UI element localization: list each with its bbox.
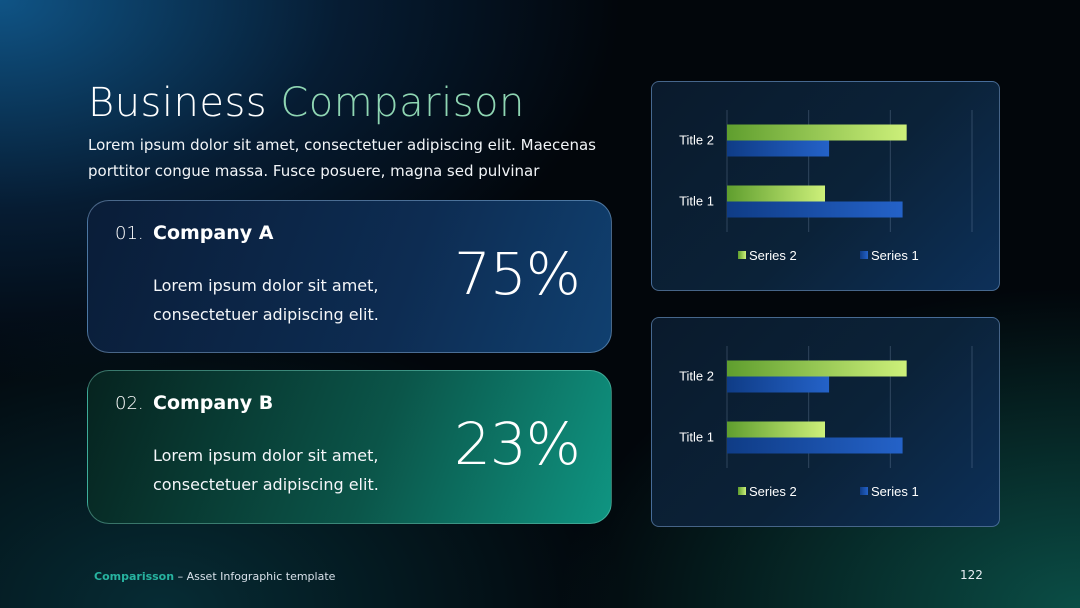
legend-swatch [738,487,746,495]
bar-chart-bottom-svg: Title 1 Title 2 Series 2 Series 1 [679,346,973,499]
bar-series-2 [727,421,825,438]
page-title: Business Comparison [88,78,525,128]
footer-brand: Comparisson [94,570,175,583]
legend-swatch [860,251,868,259]
bar-chart-top: Title 1 Title 2 Series 2 Series 1 [651,81,1000,291]
title-accent: Comparison [280,80,525,126]
legend-label: Series 1 [871,484,919,499]
bar-series-2 [727,360,907,377]
company-a-name: Company A [153,222,274,244]
page-subtitle: Lorem ipsum dolor sit amet, consectetuer… [88,136,596,180]
legend-swatch [860,487,868,495]
bar-series-1 [727,201,903,218]
company-a-percent: 75% [454,240,581,308]
bar-chart-bottom: Title 1 Title 2 Series 2 Series 1 [651,317,1000,527]
company-b-percent: 23% [454,410,581,478]
legend-label: Series 2 [749,484,797,499]
footer: Comparisson – Asset Infographic template [94,570,335,583]
category-label: Title 2 [679,369,714,384]
title-main: Business [88,80,268,126]
legend-swatch [738,251,746,259]
legend-label: Series 2 [749,248,797,263]
category-label: Title 1 [679,430,714,445]
bar-series-2 [727,124,907,141]
page-number: 122 [960,568,983,582]
bar-series-1 [727,140,830,157]
category-label: Title 2 [679,133,714,148]
category-label: Title 1 [679,194,714,209]
company-b-description: Lorem ipsum dolor sit amet, consectetuer… [153,446,379,494]
footer-text: – Asset Infographic template [174,570,336,583]
company-b-card: 02. Company B Lorem ipsum dolor sit amet… [87,370,612,524]
company-a-card: 01. Company A Lorem ipsum dolor sit amet… [87,200,612,353]
bar-series-1 [727,437,903,454]
company-b-number: 02. [115,393,144,414]
bar-chart-top-svg: Title 1 Title 2 Series 2 Series 1 [679,110,973,263]
legend-label: Series 1 [871,248,919,263]
bar-series-1 [727,376,830,393]
company-a-number: 01. [115,223,144,244]
company-b-name: Company B [153,392,274,414]
company-a-description: Lorem ipsum dolor sit amet, consectetuer… [153,276,379,324]
bar-series-2 [727,185,825,202]
